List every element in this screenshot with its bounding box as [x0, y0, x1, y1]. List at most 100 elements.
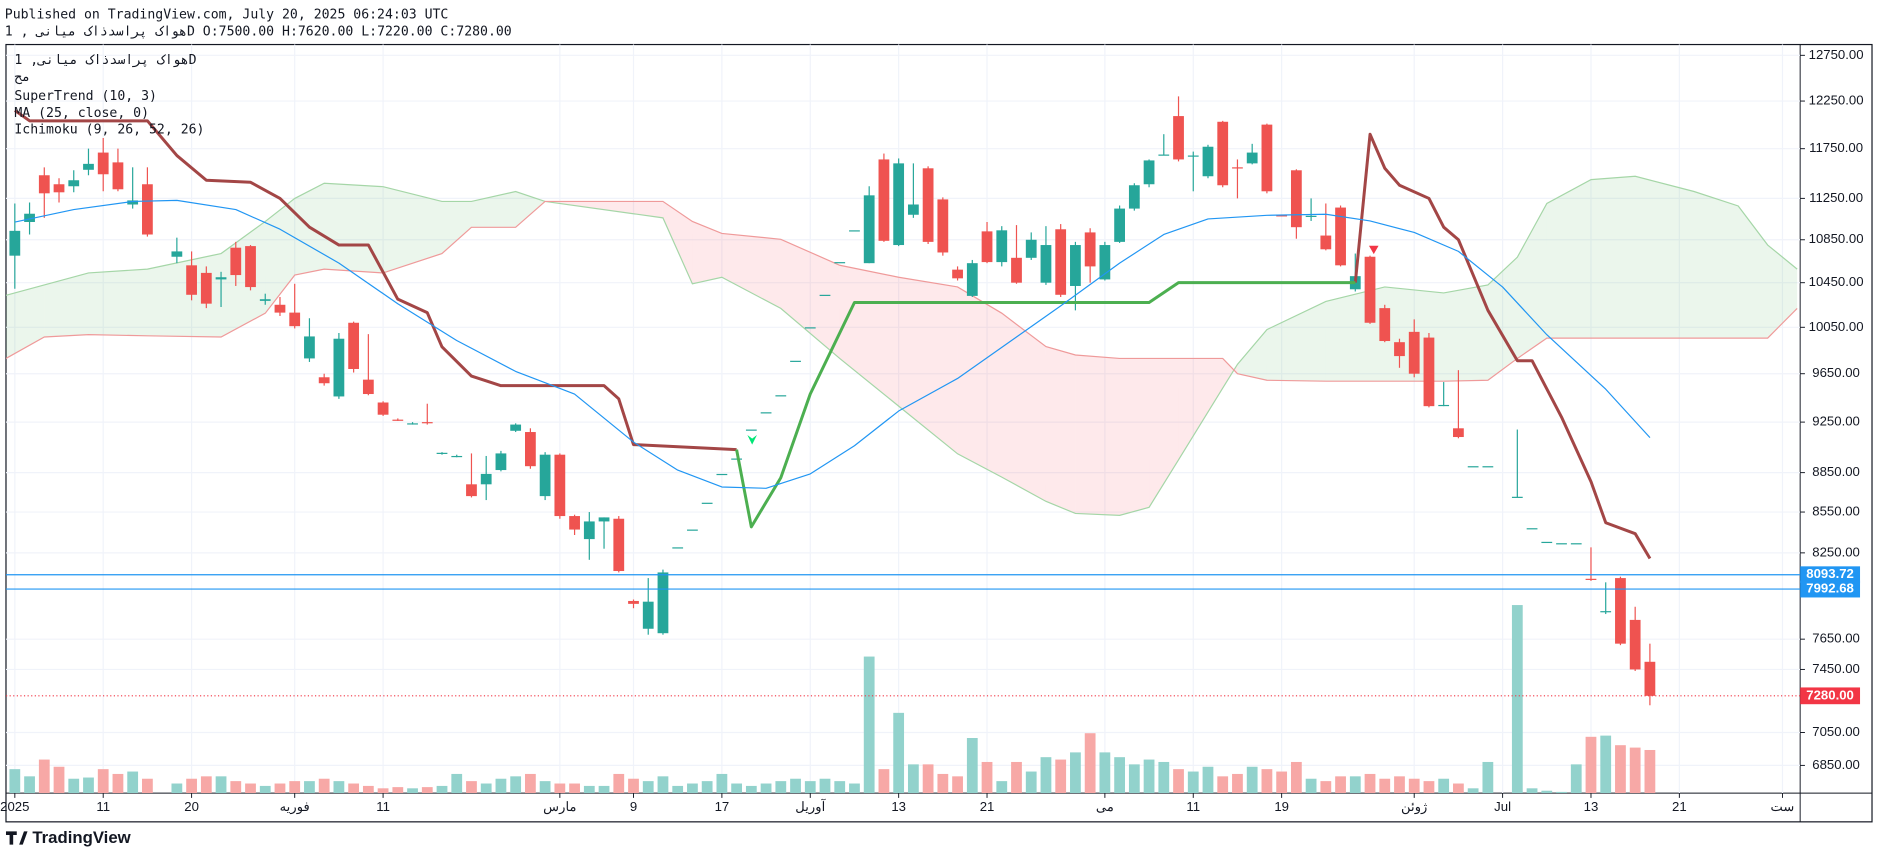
candle-body	[480, 473, 492, 485]
y-tick-label: 8850.00	[1812, 464, 1860, 479]
candle-body	[922, 168, 934, 242]
volume-bar	[112, 773, 124, 794]
cloud-fill	[898, 277, 958, 454]
price-label: 7280.00	[1806, 687, 1854, 702]
volume-bar	[1379, 778, 1391, 794]
candle-body	[1246, 152, 1258, 164]
candle-body	[68, 180, 80, 187]
x-tick-label: می	[1096, 799, 1114, 814]
volume-bar	[775, 781, 787, 794]
volume-bar	[215, 776, 227, 794]
cloud-fill	[1443, 284, 1488, 382]
volume-bar	[53, 766, 65, 794]
cloud-fill	[1517, 203, 1547, 359]
volume-bar	[966, 738, 978, 794]
volume-bar	[1187, 771, 1199, 794]
volume-bar	[952, 776, 963, 794]
volume-bar	[583, 785, 595, 794]
volume-bar	[304, 781, 315, 794]
volume-bar	[525, 773, 536, 794]
cloud-fill	[1635, 176, 1695, 339]
cloud-fill	[515, 191, 546, 228]
volume-bar	[1335, 776, 1346, 794]
indicators	[13, 109, 1652, 560]
volume-bar	[554, 783, 566, 794]
y-tick-label: 11250.00	[1809, 190, 1863, 205]
volume	[9, 605, 1656, 794]
y-tick-label: 8550.00	[1812, 504, 1860, 519]
candle-body	[1541, 541, 1553, 544]
candle-body	[1128, 185, 1140, 209]
candle-body	[142, 184, 153, 235]
brand-name: TradingView	[32, 828, 131, 847]
candle-body	[1556, 543, 1567, 545]
volume-bar	[510, 776, 522, 794]
volume-bar	[1600, 735, 1612, 794]
candle-body	[937, 199, 949, 253]
volume-bar	[1453, 783, 1464, 794]
candle-body	[1511, 496, 1523, 498]
candle-body	[790, 360, 801, 362]
symbol-title: هواک پراسدذاک میانی, 1D	[14, 53, 196, 68]
volume-bar	[1246, 766, 1258, 794]
price-label: 7992.68	[1806, 581, 1854, 596]
candle-body	[1187, 155, 1199, 157]
x-tick-label: 20	[184, 799, 199, 814]
candle-body	[642, 601, 654, 629]
volume-bar	[922, 764, 934, 794]
candle-body	[863, 195, 875, 264]
sell-signal	[1368, 245, 1379, 255]
y-tick-label: 9650.00	[1812, 365, 1860, 380]
cloud-fill	[662, 201, 693, 284]
candle-body	[451, 455, 463, 458]
candle-body	[804, 327, 816, 329]
cloud-fill	[324, 183, 384, 273]
volume-bar	[186, 778, 197, 794]
candle-body	[701, 502, 713, 504]
candle-body	[304, 336, 315, 359]
candle-body	[9, 230, 21, 256]
candle-body	[569, 516, 580, 530]
candle-body	[1261, 124, 1273, 192]
candle-body	[1629, 619, 1641, 670]
volume-bar	[24, 776, 35, 794]
volume-bar	[804, 781, 816, 794]
volume-bar	[392, 787, 404, 794]
price-label: 8093.72	[1806, 566, 1854, 581]
volume-bar	[38, 759, 50, 794]
volume-bar	[1305, 778, 1317, 794]
candle-body	[1305, 215, 1317, 217]
cloud-fill	[1075, 354, 1120, 516]
x-tick-label: 9	[630, 799, 637, 814]
y-tick-label: 7450.00	[1812, 661, 1860, 676]
volume-bar	[1217, 776, 1229, 794]
candle-body	[289, 312, 301, 327]
volume-bar	[598, 785, 610, 794]
candle-body	[466, 484, 477, 497]
plot-area	[5, 44, 1801, 794]
candle-body	[687, 529, 698, 531]
y-tick-label: 9250.00	[1812, 414, 1860, 429]
volume-bar	[274, 783, 286, 794]
candle-body	[598, 517, 610, 522]
volume-bar	[731, 783, 743, 794]
candle-body	[407, 423, 418, 425]
x-tick-label: 11	[376, 799, 390, 814]
volume-bar	[127, 771, 139, 794]
volume-bar	[937, 773, 949, 794]
volume-bar	[1011, 761, 1022, 794]
volume-bar	[1232, 773, 1243, 794]
volume-bar	[259, 785, 271, 794]
volume-bar	[362, 785, 374, 794]
cloud-fill	[1266, 301, 1326, 382]
volume-bar	[539, 781, 551, 794]
candle-body	[1025, 239, 1037, 258]
volume-bar	[642, 781, 654, 794]
candle-body	[583, 521, 595, 540]
x-tick-label: مارس	[543, 799, 576, 815]
candle-body	[1423, 337, 1435, 407]
cloud-fill	[44, 272, 89, 338]
candle-body	[495, 453, 507, 471]
candle-body	[775, 395, 787, 397]
volume-bar	[716, 773, 728, 794]
